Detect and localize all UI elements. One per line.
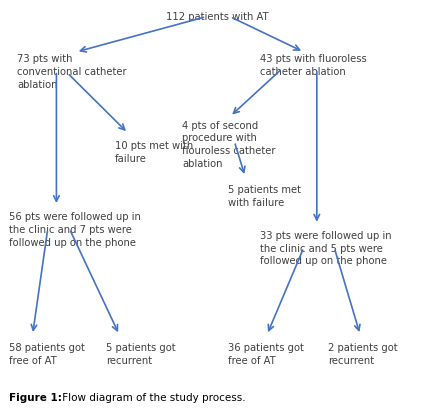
Text: 56 pts were followed up in
the clinic and 7 pts were
followed up on the phone: 56 pts were followed up in the clinic an… — [9, 212, 141, 248]
Text: 4 pts of second
procedure with
flouroless catheter
ablation: 4 pts of second procedure with flouroles… — [182, 121, 276, 169]
Text: 58 patients got
free of AT: 58 patients got free of AT — [9, 343, 85, 366]
Text: 43 pts with fluoroless
catheter ablation: 43 pts with fluoroless catheter ablation — [260, 54, 367, 77]
Text: 2 patients got
recurrent: 2 patients got recurrent — [328, 343, 397, 366]
Text: 5 patients met
with failure: 5 patients met with failure — [228, 185, 301, 208]
Text: 36 patients got
free of AT: 36 patients got free of AT — [228, 343, 304, 366]
Text: 33 pts were followed up in
the clinic and 5 pts were
followed up on the phone: 33 pts were followed up in the clinic an… — [260, 231, 392, 267]
Text: 112 patients with AT: 112 patients with AT — [166, 12, 268, 22]
Text: Flow diagram of the study process.: Flow diagram of the study process. — [59, 393, 245, 403]
Text: 5 patients got
recurrent: 5 patients got recurrent — [106, 343, 176, 366]
Text: Figure 1:: Figure 1: — [9, 393, 62, 403]
Text: 73 pts with
conventional catheter
ablation: 73 pts with conventional catheter ablati… — [17, 54, 127, 90]
Text: 10 pts met with
failure: 10 pts met with failure — [115, 141, 193, 164]
